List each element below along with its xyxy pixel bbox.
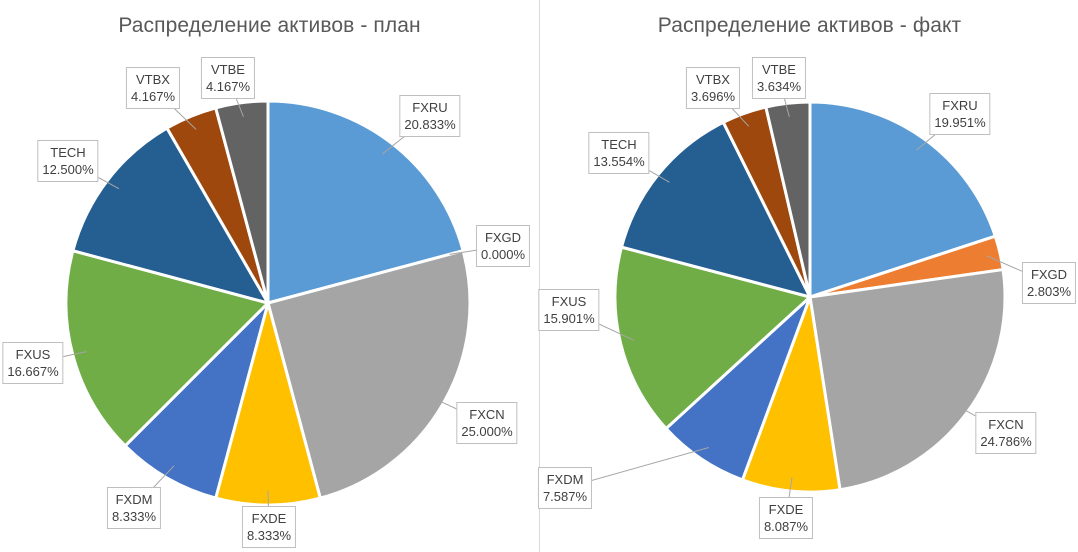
data-label-fxcn: FXCN 25.000% <box>456 402 518 444</box>
data-label-fxru: FXRU 19.951% <box>929 93 991 135</box>
data-label-vtbe: VTBE 4.167% <box>200 57 256 99</box>
data-label-category: FXCN <box>988 417 1024 432</box>
data-label-fxus: FXUS 16.667% <box>2 342 64 384</box>
chart-title: Распределение активов - факт <box>657 14 962 37</box>
data-label-category: FXDE <box>251 511 287 526</box>
data-label-category: VTBX <box>696 72 730 87</box>
data-label-value: 0.000% <box>480 247 526 262</box>
data-label-value: 24.786% <box>980 434 1032 449</box>
data-label-category: FXCN <box>469 407 505 422</box>
data-label-category: VTBX <box>136 72 170 87</box>
data-label-value: 2.803% <box>1026 284 1072 299</box>
data-label-value: 3.696% <box>690 89 736 104</box>
data-label-vtbx: VTBX 3.696% <box>685 67 741 109</box>
pie-chart-plan: Распределение активов - план FXRU 20.833%… <box>2 14 531 548</box>
pie-slice-fxde <box>740 295 842 494</box>
data-label-fxgd: FXGD 2.803% <box>1021 262 1077 304</box>
data-label-fxru: FXRU 20.833% <box>399 95 461 137</box>
data-label-category: FXUS <box>15 347 51 362</box>
data-label-category: VTBE <box>762 62 796 77</box>
data-label-value: 8.087% <box>763 519 809 534</box>
data-label-category: FXRU <box>942 98 978 113</box>
data-label-value: 19.951% <box>934 115 986 130</box>
data-label-fxdm: FXDM 8.333% <box>106 487 162 529</box>
data-label-tech: TECH 13.554% <box>588 132 650 174</box>
pie-slice-fxdm <box>123 301 270 500</box>
data-label-value: 20.833% <box>404 117 456 132</box>
data-label-value: 7.587% <box>542 489 588 504</box>
data-label-value: 12.500% <box>42 162 94 177</box>
pie-slice-fxus <box>64 249 270 448</box>
data-label-value: 13.554% <box>593 154 645 169</box>
data-label-category: TECH <box>601 137 637 152</box>
data-label-category: VTBE <box>211 62 245 77</box>
data-label-category: FXRU <box>412 100 448 115</box>
data-label-category: FXGD <box>484 230 522 245</box>
data-label-value: 25.000% <box>461 424 513 439</box>
data-label-fxus: FXUS 15.901% <box>538 289 600 331</box>
data-label-value: 8.333% <box>111 509 157 524</box>
pie-slice-fxcn <box>808 268 1007 492</box>
data-label-value: 3.634% <box>756 79 802 94</box>
data-label-value: 15.901% <box>543 311 595 326</box>
pie-slice-fxcn <box>266 249 472 500</box>
data-label-value: 8.333% <box>246 528 292 543</box>
data-label-tech: TECH 12.500% <box>37 140 99 182</box>
chart-title: Распределение активов - план <box>118 14 421 37</box>
data-label-category: FXGD <box>1030 267 1068 282</box>
data-label-fxde: FXDE 8.087% <box>758 497 814 539</box>
data-label-category: FXDM <box>546 472 584 487</box>
data-label-category: FXDM <box>115 492 153 507</box>
data-label-value: 16.667% <box>7 364 59 379</box>
data-label-fxcn: FXCN 24.786% <box>975 412 1037 454</box>
pie-slice-vtbe <box>764 100 812 299</box>
pie-plot <box>564 77 1050 519</box>
data-label-vtbe: VTBE 3.634% <box>751 57 807 99</box>
data-label-fxde: FXDE 8.333% <box>241 506 297 548</box>
data-label-value: 4.167% <box>130 89 176 104</box>
pie-plot <box>32 77 504 528</box>
data-label-category: FXUS <box>551 294 587 309</box>
data-label-fxgd: FXGD 0.000% <box>475 225 531 267</box>
pie-slice-fxru <box>808 100 997 299</box>
pie-slice-tech <box>619 120 812 299</box>
pie-slice-fxru <box>266 99 465 305</box>
data-label-category: FXDE <box>768 502 804 517</box>
pie-slice-fxus <box>613 245 812 431</box>
data-label-vtbx: VTBX 4.167% <box>125 67 181 109</box>
data-label-value: 4.167% <box>205 79 251 94</box>
data-label-category: TECH <box>50 145 86 160</box>
pie-slice-tech <box>71 126 270 305</box>
pie-slice-vtbe <box>214 99 270 305</box>
pie-chart-fact: Распределение активов - факт FXRU 19.951%… <box>537 0 1078 552</box>
data-label-fxdm: FXDM 7.587% <box>537 467 593 509</box>
